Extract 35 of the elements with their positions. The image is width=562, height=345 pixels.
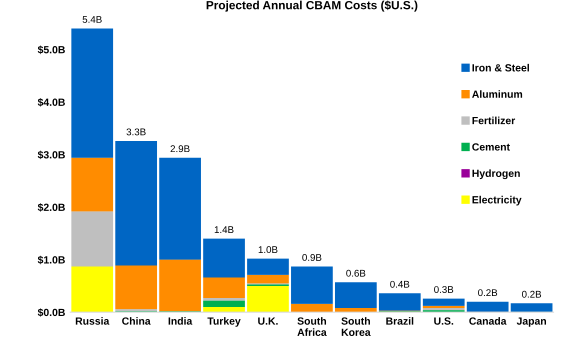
total-label: 0.6B: [346, 270, 366, 277]
total-label: 0.9B: [302, 254, 322, 261]
y-tick-label: $5.0B: [38, 46, 65, 54]
total-label: 3.3B: [126, 128, 146, 136]
x-tick-label: Russia: [76, 317, 110, 325]
x-tick-label: Turkey: [207, 317, 241, 327]
x-tick-label: China: [122, 317, 151, 325]
legend-label: Hydrogen: [472, 169, 520, 180]
chart-title: Projected Annual CBAM Costs ($U.S.): [206, 0, 418, 12]
y-tick-label: $2.0B: [38, 203, 65, 212]
x-tick-label: India: [168, 317, 192, 325]
total-label: 5.4B: [82, 16, 102, 23]
total-label: 0.2B: [478, 289, 498, 296]
x-tick-label: South Africa: [297, 317, 327, 336]
x-tick-label: Brazil: [386, 317, 414, 325]
y-tick-label: $1.0B: [38, 256, 65, 264]
legend-label: Fertilizer: [472, 116, 516, 124]
total-label: 1.4B: [214, 226, 234, 233]
legend-label: Cement: [472, 143, 510, 151]
legend-label: Electricity: [472, 196, 522, 206]
x-tick-label: Canada: [469, 317, 507, 325]
x-tick-label: South Korea: [341, 317, 371, 336]
total-label: 0.4B: [390, 280, 410, 288]
x-tick-label: Japan: [516, 317, 546, 327]
y-tick-label: $3.0B: [38, 150, 65, 160]
y-tick-label: $4.0B: [38, 98, 65, 107]
total-label: 0.2B: [522, 290, 542, 298]
x-tick-label: U.K.: [258, 317, 278, 325]
y-tick-label: $0.0B: [38, 308, 65, 317]
x-tick-label: U.S.: [434, 317, 454, 325]
total-label: 2.9B: [170, 145, 190, 152]
legend-label: Iron & Steel: [472, 64, 529, 72]
legend-label: Aluminum: [472, 90, 522, 98]
total-label: 1.0B: [258, 246, 278, 254]
total-label: 0.3B: [434, 286, 454, 293]
